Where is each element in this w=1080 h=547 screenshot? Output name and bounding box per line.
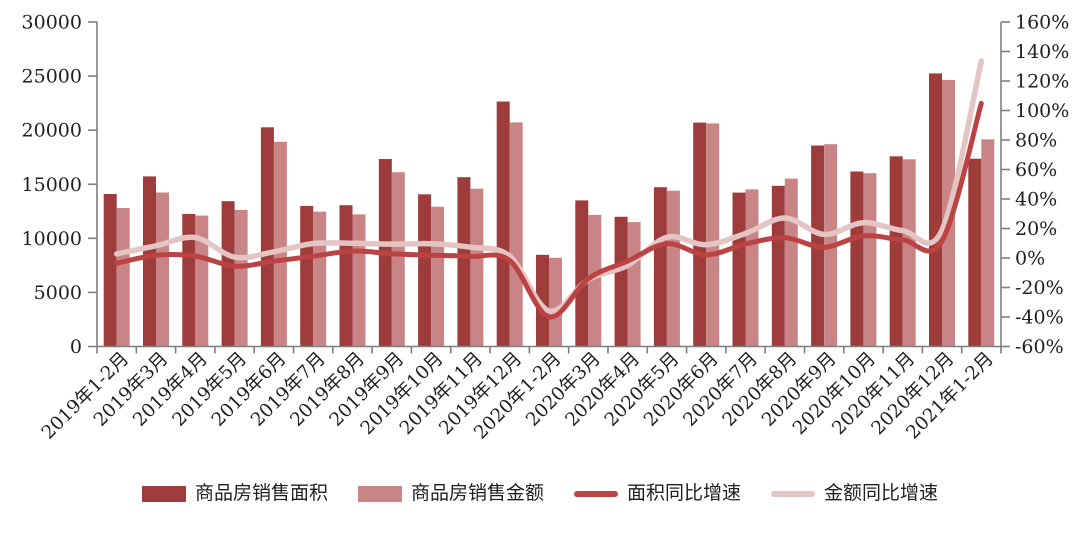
bar-sales-amount [745,189,759,347]
bar-sales-amount [352,214,366,347]
bar-sales-area [771,185,785,347]
left-tick-label: 5000 [34,282,82,304]
right-tick-label: -20% [1015,277,1064,299]
left-tick-label: 20000 [22,120,82,142]
bar-sales-amount [116,208,130,347]
bar-sales-area [457,177,471,347]
bar-sales-amount [627,222,641,347]
bar-sales-area [693,122,707,347]
legend-label-sales-amount: 商品房销售金额 [410,482,544,504]
bar-sales-amount [549,257,562,347]
bar-sales-amount [981,139,995,347]
right-axis-ticks: -60% -40% -20% 0% 20% 40% 60% 80% 100% 120% 140% 16… [1001,12,1069,358]
bars-sales-area [103,73,982,347]
bar-sales-amount [234,209,248,347]
bar-sales-area [260,127,274,347]
bar-sales-area [496,101,510,347]
bar-sales-amount [784,178,798,347]
left-tick-label: 10000 [22,228,82,250]
bar-sales-amount [863,173,877,347]
right-tick-label: 100% [1015,100,1069,122]
bar-sales-area [221,201,235,347]
left-tick-label: 15000 [22,174,82,196]
bar-sales-area [929,73,942,347]
left-tick-label: 0 [70,336,82,358]
legend-swatch-area-growth-line [574,490,618,497]
bar-sales-amount [391,172,405,347]
line-area-growth [114,100,984,320]
right-tick-label: 120% [1015,71,1069,93]
bar-sales-area [536,254,549,347]
bar-sales-amount [156,192,169,347]
left-tick-label: 30000 [22,12,82,34]
left-tick-label: 25000 [22,66,82,88]
bar-sales-amount [706,123,720,347]
bar-sales-area [889,156,903,347]
bar-sales-area [653,187,667,347]
right-tick-label: 60% [1015,159,1057,181]
bar-sales-area [339,205,353,347]
right-tick-label: 20% [1015,218,1057,240]
right-tick-label: 40% [1015,189,1057,211]
bar-sales-amount [195,215,209,347]
bar-sales-amount [273,141,287,347]
right-tick-label: 0% [1015,248,1045,270]
bar-sales-area [732,192,746,347]
right-tick-label: -60% [1015,336,1064,358]
bars-sales-amount [116,79,995,347]
right-tick-label: 160% [1015,12,1069,34]
legend-item-sales-amount: 商品房销售金额 [357,482,544,504]
bar-sales-amount [431,206,445,347]
bar-sales-amount [902,159,916,347]
legend-swatch-amount-growth-line [771,490,816,497]
bar-sales-amount [588,214,602,347]
chart-legend: 商品房销售面积 商品房销售金额 面积同比增速 金额同比增速 [0,484,1080,503]
legend-item-sales-area: 商品房销售面积 [141,482,328,504]
right-tick-label: 140% [1015,41,1069,63]
bar-sales-area [418,194,432,347]
x-axis-labels: 2019年1-2月2019年3月2019年4月2019年5月2019年6月201… [38,348,998,443]
legend-swatch-sales-amount-bar [357,485,402,502]
bar-sales-amount [509,122,523,347]
line-amount-growth [113,58,985,314]
right-tick-label: -40% [1015,307,1064,329]
bar-sales-area [143,176,156,347]
bar-sales-area [850,171,864,347]
x-axis-ticks [96,346,1002,354]
bar-sales-area [103,194,117,347]
bar-sales-amount [666,190,680,347]
legend-label-area-growth: 面积同比增速 [627,482,742,504]
bar-sales-amount [470,188,484,347]
legend-label-sales-area: 商品房销售面积 [194,482,328,504]
bar-sales-area [182,213,196,347]
housing-sales-combo-chart: 0 5000 10000 15000 20000 25000 30000 -60% -40% -2… [22,12,1070,444]
legend-label-amount-growth: 金额同比增速 [824,482,939,504]
bar-sales-area [300,205,314,347]
bar-sales-area [614,216,628,347]
bar-sales-area [968,158,982,347]
bar-sales-area [575,200,589,347]
bar-sales-amount [313,211,327,347]
legend-item-amount-growth: 金额同比增速 [771,484,938,503]
legend-item-area-growth: 面积同比增速 [574,484,741,503]
left-axis-ticks: 0 5000 10000 15000 20000 25000 30000 [22,12,97,358]
right-tick-label: 80% [1015,130,1057,152]
legend-swatch-sales-area-bar [141,485,186,502]
